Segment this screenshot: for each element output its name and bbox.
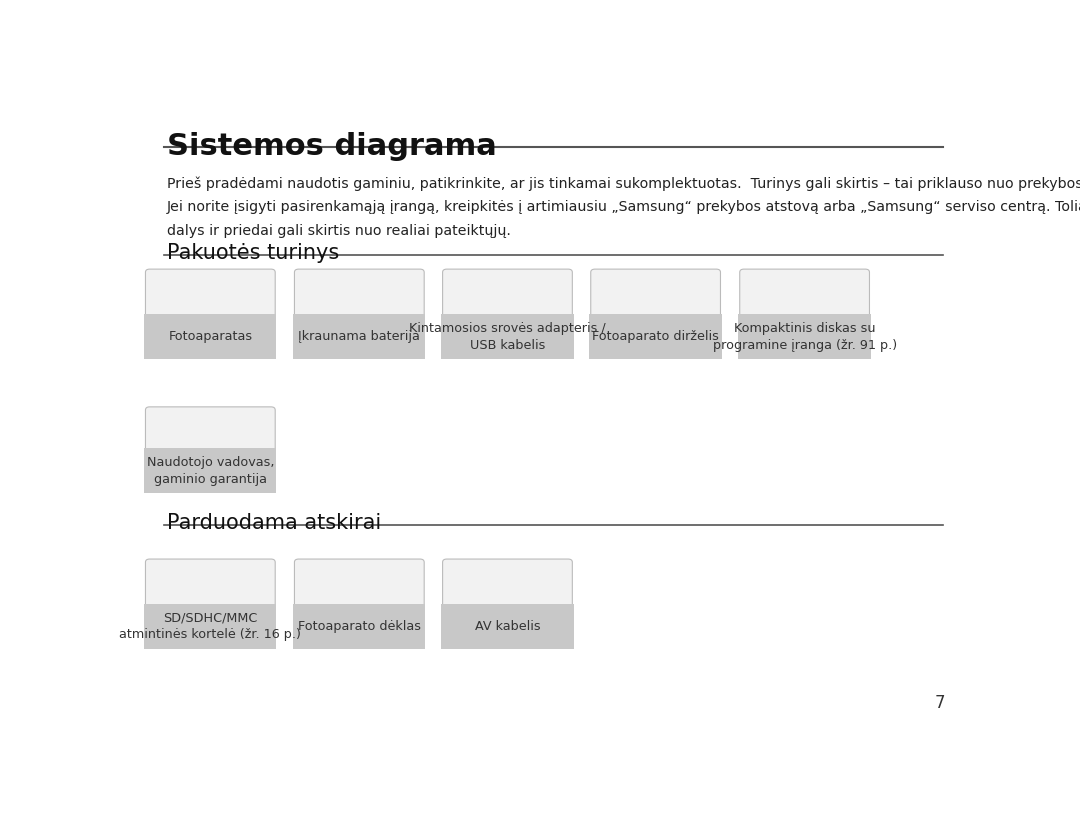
FancyBboxPatch shape xyxy=(443,559,572,641)
Text: Parduodama atskirai: Parduodama atskirai xyxy=(166,513,381,533)
Text: Fotoaparato dėklas: Fotoaparato dėklas xyxy=(298,619,421,632)
FancyBboxPatch shape xyxy=(145,604,276,649)
FancyBboxPatch shape xyxy=(443,269,572,355)
Text: Fotoaparatas: Fotoaparatas xyxy=(168,330,253,343)
Text: dalys ir priedai gali skirtis nuo realiai pateiktųjų.: dalys ir priedai gali skirtis nuo realia… xyxy=(166,224,511,238)
FancyBboxPatch shape xyxy=(146,269,275,355)
Text: 7: 7 xyxy=(934,694,945,711)
FancyBboxPatch shape xyxy=(295,559,424,641)
Text: Jei norite įsigyti pasirenkamąją įrangą, kreipkitės į artimiausiu „Samsung“ prek: Jei norite įsigyti pasirenkamąją įrangą,… xyxy=(166,200,1080,214)
FancyBboxPatch shape xyxy=(146,407,275,479)
FancyBboxPatch shape xyxy=(442,604,573,649)
FancyBboxPatch shape xyxy=(145,315,276,359)
FancyBboxPatch shape xyxy=(739,315,870,359)
Text: Įkraunama baterija: Įkraunama baterija xyxy=(298,330,420,343)
Text: Prieš pradėdami naudotis gaminiu, patikrinkite, ar jis tinkamai sukomplektuotas.: Prieš pradėdami naudotis gaminiu, patikr… xyxy=(166,176,1080,191)
Text: Pakuotės turinys: Pakuotės turinys xyxy=(166,244,339,263)
FancyBboxPatch shape xyxy=(295,269,424,355)
Text: Fotoaparato dirželis: Fotoaparato dirželis xyxy=(592,330,719,343)
Text: SD/SDHC/MMC
atmintinės kortelė (žr. 16 p.): SD/SDHC/MMC atmintinės kortelė (žr. 16 p… xyxy=(120,611,301,641)
Text: Sistemos diagrama: Sistemos diagrama xyxy=(166,132,497,161)
FancyBboxPatch shape xyxy=(145,448,276,493)
FancyBboxPatch shape xyxy=(740,269,869,355)
Text: AV kabelis: AV kabelis xyxy=(474,619,540,632)
Text: Kintamosios srovės adapteris /
USB kabelis: Kintamosios srovės adapteris / USB kabel… xyxy=(409,322,606,352)
FancyBboxPatch shape xyxy=(146,559,275,641)
FancyBboxPatch shape xyxy=(293,604,426,649)
Text: Kompaktinis diskas su
programine įranga (žr. 91 p.): Kompaktinis diskas su programine įranga … xyxy=(713,322,896,352)
FancyBboxPatch shape xyxy=(293,315,426,359)
FancyBboxPatch shape xyxy=(442,315,573,359)
FancyBboxPatch shape xyxy=(590,315,721,359)
FancyBboxPatch shape xyxy=(591,269,720,355)
Text: Naudotojo vadovas,
gaminio garantija: Naudotojo vadovas, gaminio garantija xyxy=(147,456,274,486)
